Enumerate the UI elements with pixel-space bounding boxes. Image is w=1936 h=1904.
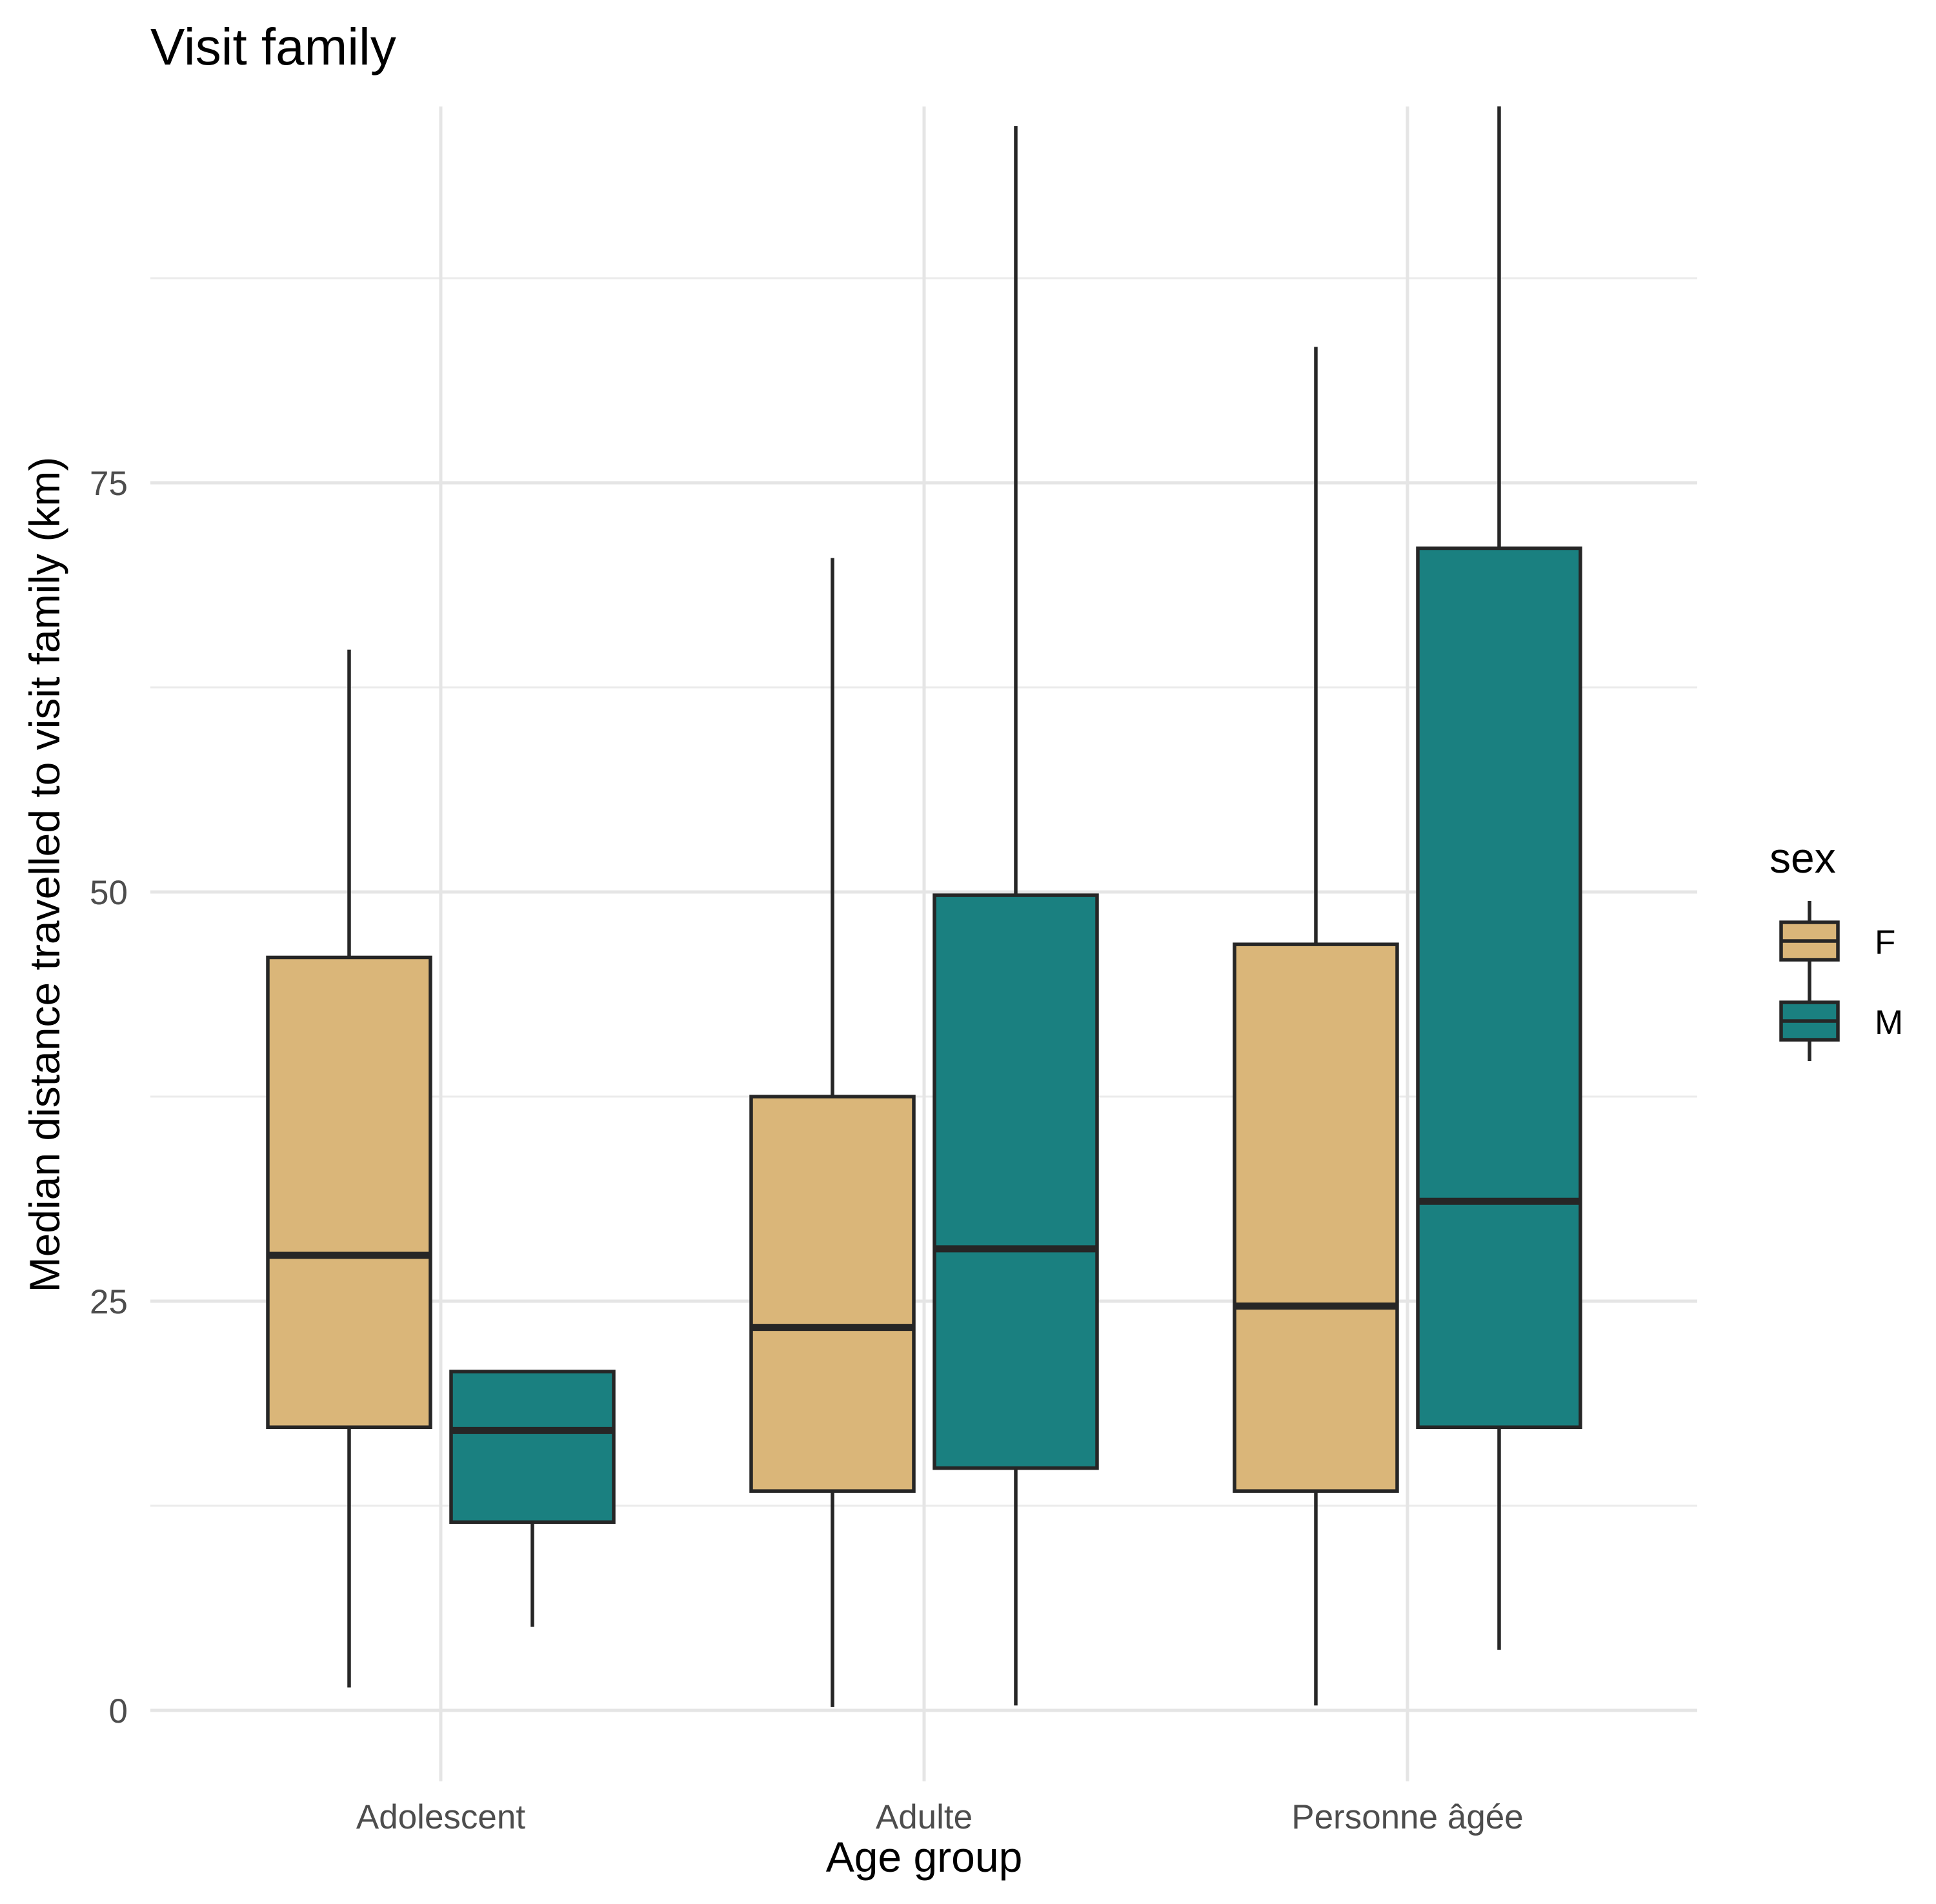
x-axis-title: Age group	[826, 1833, 1023, 1881]
y-tick-label: 50	[90, 874, 128, 912]
legend-title: sex	[1770, 834, 1836, 882]
y-tick-label: 75	[90, 465, 128, 503]
box	[1233, 942, 1399, 1493]
box-series	[266, 106, 1582, 1707]
box	[933, 893, 1099, 1470]
x-tick-label: Adulte	[876, 1798, 973, 1836]
x-axis-tick-labels: Adolescent Adulte Personne âgée	[356, 1798, 1524, 1836]
legend-label: M	[1875, 1004, 1903, 1042]
legend-label: F	[1875, 924, 1895, 962]
y-axis-title: Median distance travelled to visit famil…	[21, 457, 68, 1293]
x-tick-label: Adolescent	[356, 1798, 526, 1836]
box	[449, 1370, 616, 1524]
chart-title: Visit family	[150, 18, 396, 76]
y-tick-label: 25	[90, 1283, 128, 1321]
box	[749, 1095, 916, 1493]
box	[266, 955, 432, 1430]
x-tick-label: Personne âgée	[1291, 1798, 1524, 1836]
y-axis-tick-labels: 0 25 50 75	[90, 465, 128, 1730]
legend: sex F M	[1770, 834, 1903, 1061]
box	[1416, 546, 1582, 1430]
y-tick-label: 0	[109, 1692, 128, 1730]
